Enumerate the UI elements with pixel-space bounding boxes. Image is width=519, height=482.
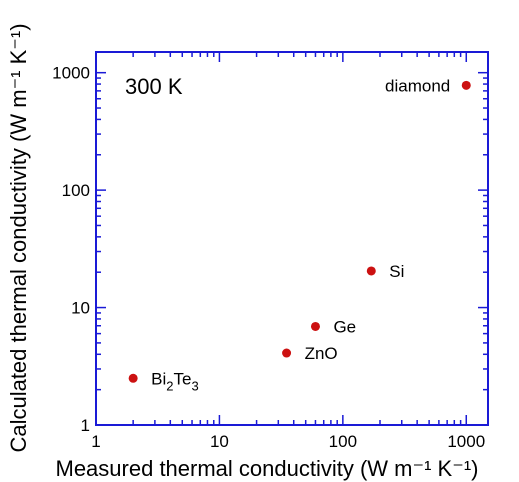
y-tick-label: 1000 (52, 64, 90, 83)
x-tick-label: 1000 (447, 432, 485, 451)
point-label: diamond (385, 76, 450, 95)
point-label: Ge (333, 317, 356, 336)
x-tick-label: 100 (329, 432, 357, 451)
point-labels: Bi2Te3 ZnO Ge Si diamond (151, 76, 450, 393)
point-label: Si (389, 262, 404, 281)
data-point (310, 321, 320, 331)
x-tick-labels: 1 10 100 1000 (91, 432, 485, 451)
data-points (128, 80, 471, 383)
y-tick-label: 100 (62, 181, 90, 200)
data-point (366, 266, 376, 276)
y-axis-label: Calculated thermal conductivity (W m⁻¹ K… (6, 23, 31, 452)
y-tick-label: 10 (71, 299, 90, 318)
x-tick-label: 10 (210, 432, 229, 451)
data-point (461, 80, 471, 90)
x-tick-label: 1 (91, 432, 100, 451)
x-axis-label: Measured thermal conductivity (W m⁻¹ K⁻¹… (56, 456, 479, 481)
data-point (128, 373, 138, 383)
axis-ticks (95, 52, 488, 426)
temperature-annotation: 300 K (125, 74, 183, 99)
data-point (282, 348, 292, 358)
y-tick-label: 1 (81, 416, 90, 435)
point-label: ZnO (305, 344, 338, 363)
point-label: Bi2Te3 (151, 369, 199, 393)
y-tick-labels: 1 10 100 1000 (52, 64, 90, 435)
plot-frame (95, 51, 489, 426)
